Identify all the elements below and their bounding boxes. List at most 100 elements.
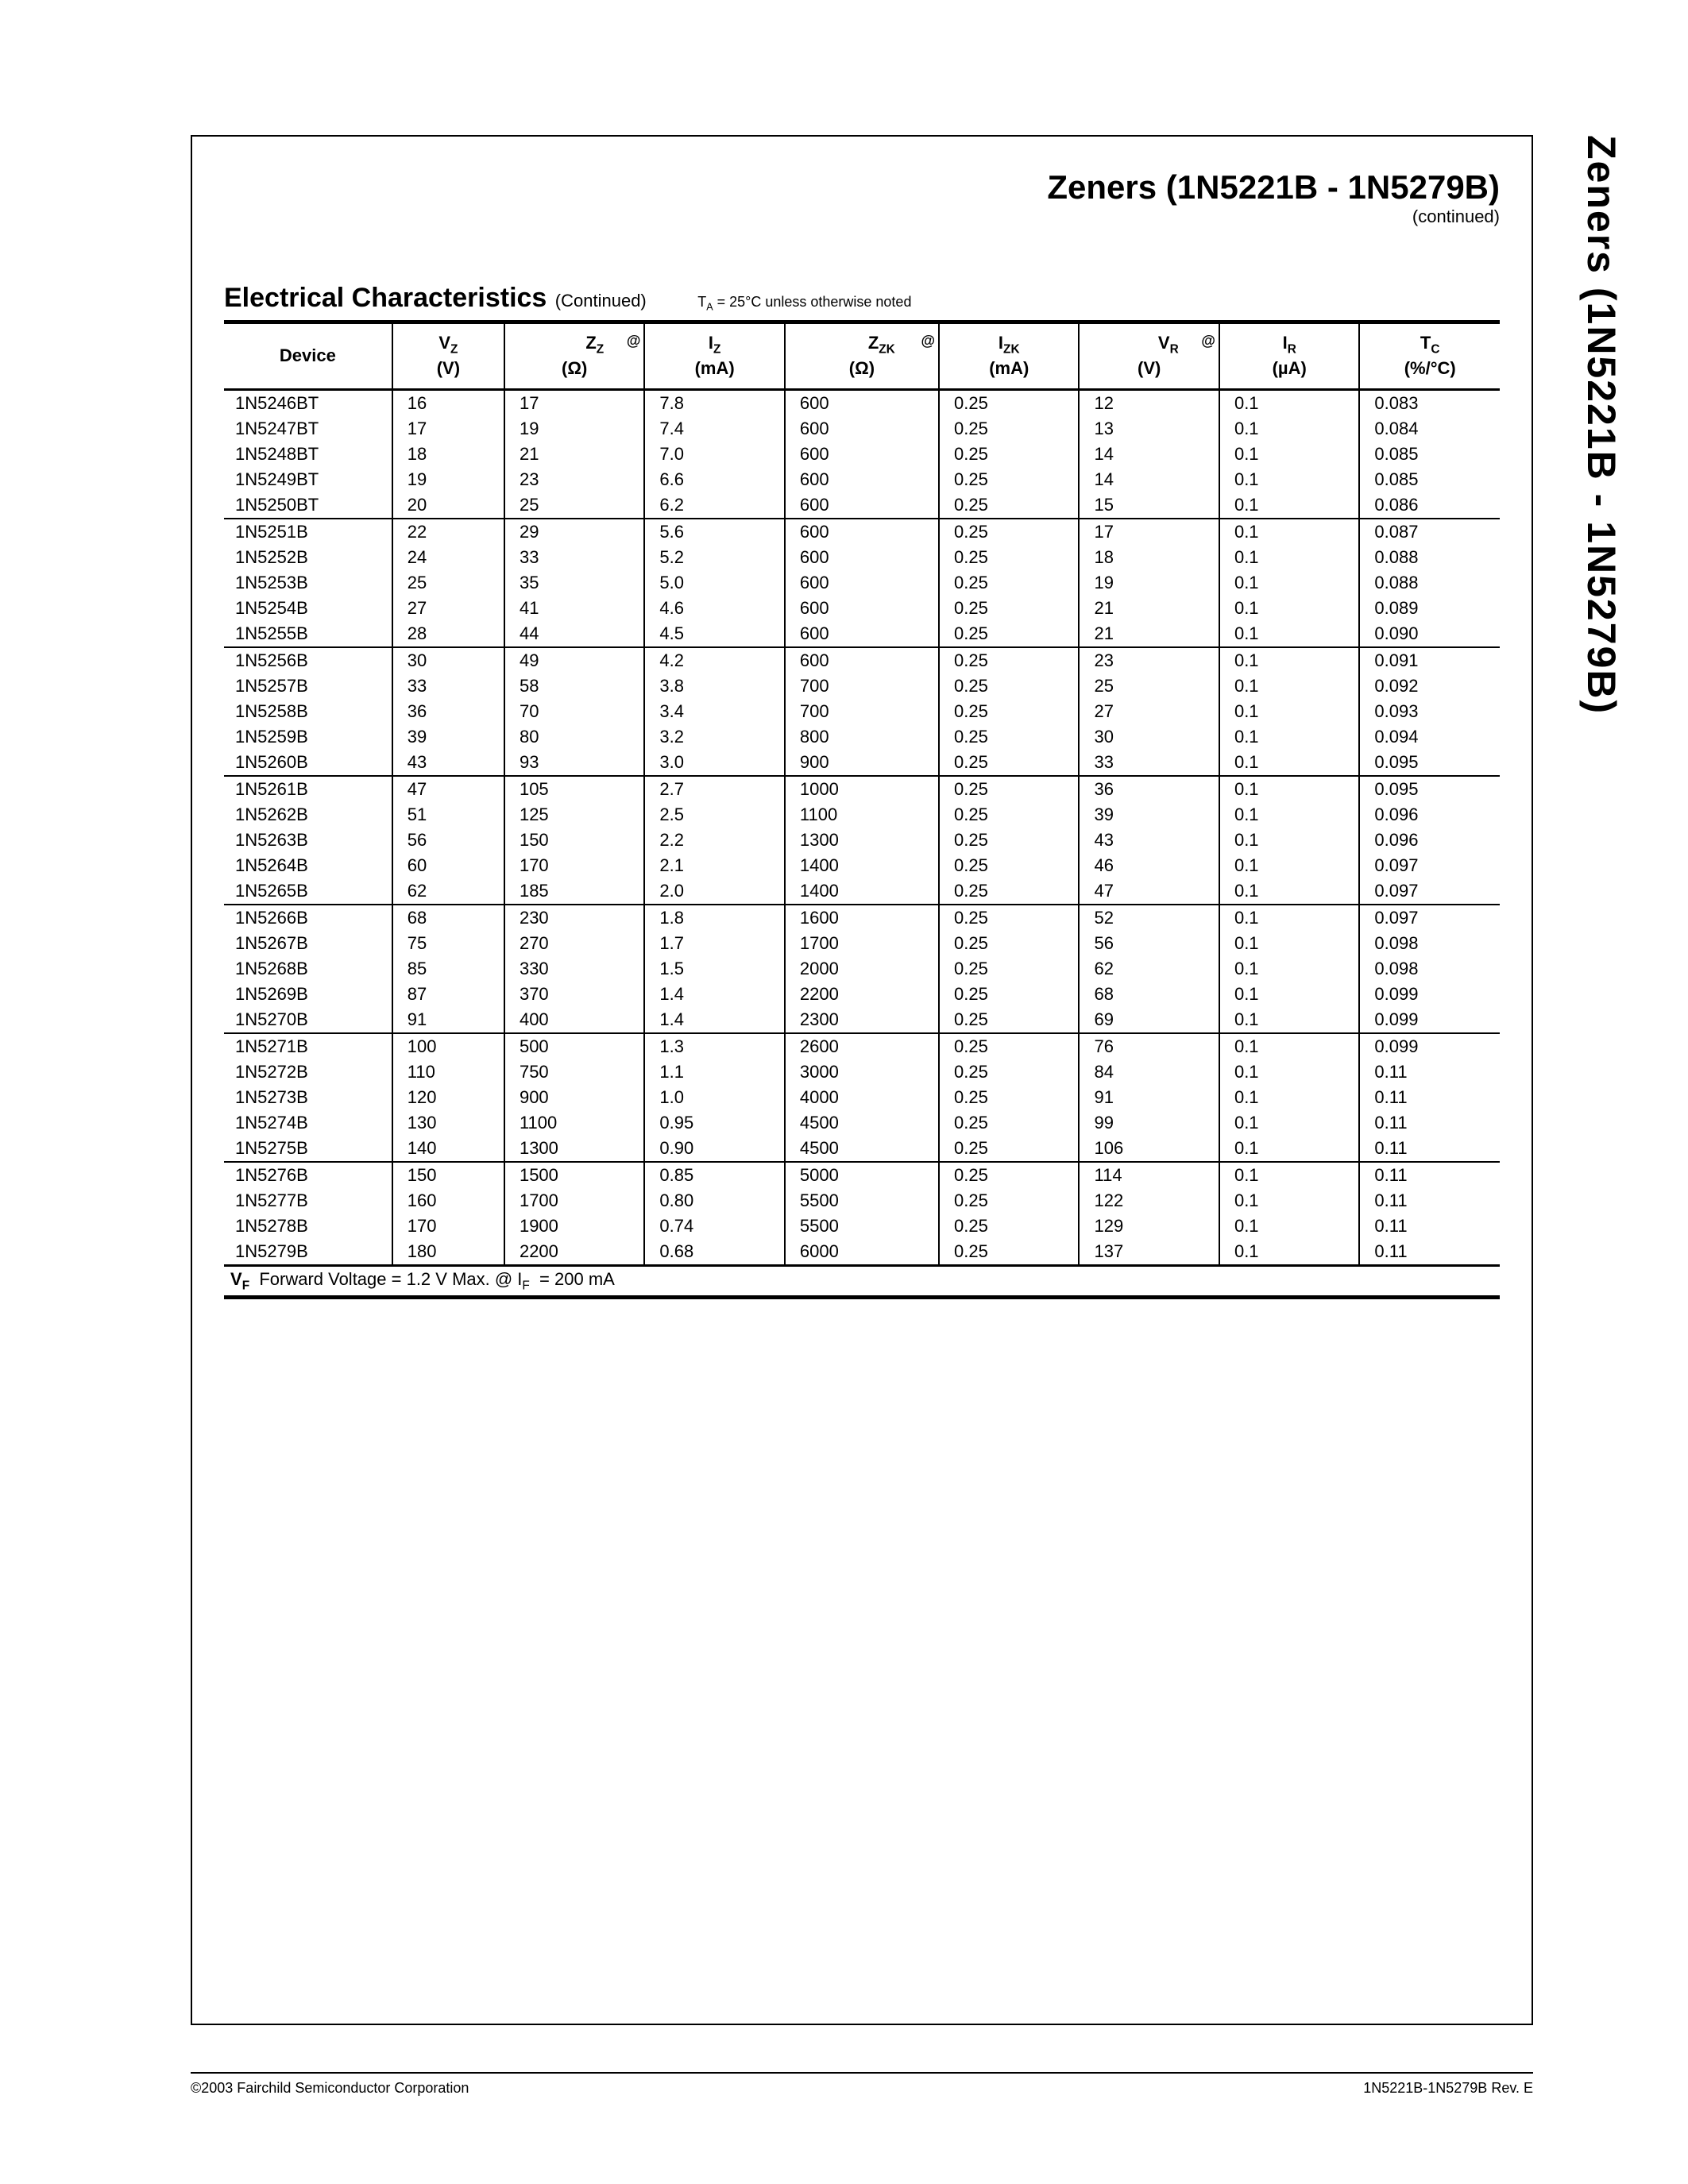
cell-value: 62 (1079, 956, 1219, 982)
cell-device: 1N5278B (224, 1214, 392, 1239)
cell-device: 1N5274B (224, 1110, 392, 1136)
cell-value: 0.25 (939, 1239, 1079, 1266)
cell-device: 1N5256B (224, 647, 392, 673)
cell-value: 180 (392, 1239, 504, 1266)
cell-value: 0.25 (939, 828, 1079, 853)
table-row: 1N5270B914001.423000.25690.10.099 (224, 1007, 1500, 1033)
cell-value: 0.095 (1359, 776, 1500, 802)
cell-value: 0.1 (1219, 1214, 1359, 1239)
col-zz: ZZ@(Ω) (504, 322, 644, 390)
cell-value: 25 (1079, 673, 1219, 699)
cell-value: 14 (1079, 467, 1219, 492)
table-row: 1N5260B43933.09000.25330.10.095 (224, 750, 1500, 776)
cell-value: 0.1 (1219, 1085, 1359, 1110)
cell-value: 130 (392, 1110, 504, 1136)
table-row: 1N5247BT17197.46000.25130.10.084 (224, 416, 1500, 442)
content-frame: Zeners (1N5221B - 1N5279B) (continued) E… (191, 135, 1533, 2025)
table-row: 1N5266B682301.816000.25520.10.097 (224, 905, 1500, 931)
cell-device: 1N5263B (224, 828, 392, 853)
cell-value: 0.099 (1359, 982, 1500, 1007)
cell-value: 0.25 (939, 724, 1079, 750)
cell-value: 0.25 (939, 647, 1079, 673)
cell-value: 0.085 (1359, 442, 1500, 467)
cell-value: 44 (504, 621, 644, 647)
table-row: 1N5274B13011000.9545000.25990.10.11 (224, 1110, 1500, 1136)
cell-value: 0.1 (1219, 570, 1359, 596)
cell-value: 0.1 (1219, 750, 1359, 776)
cell-value: 1100 (504, 1110, 644, 1136)
cell-value: 140 (392, 1136, 504, 1162)
cell-value: 0.1 (1219, 1059, 1359, 1085)
table-row: 1N5259B39803.28000.25300.10.094 (224, 724, 1500, 750)
cell-value: 43 (392, 750, 504, 776)
side-title: Zeners (1N5221B - 1N5279B) (1578, 135, 1624, 715)
cell-value: 33 (392, 673, 504, 699)
cell-value: 1300 (504, 1136, 644, 1162)
cell-value: 0.25 (939, 878, 1079, 905)
cell-value: 1900 (504, 1214, 644, 1239)
cell-value: 0.25 (939, 802, 1079, 828)
cell-device: 1N5270B (224, 1007, 392, 1033)
cell-value: 0.094 (1359, 724, 1500, 750)
cell-value: 75 (392, 931, 504, 956)
cell-value: 0.1 (1219, 621, 1359, 647)
cell-value: 0.1 (1219, 699, 1359, 724)
cell-value: 6000 (785, 1239, 939, 1266)
cell-value: 600 (785, 467, 939, 492)
cell-value: 0.1 (1219, 982, 1359, 1007)
table-row: 1N5267B752701.717000.25560.10.098 (224, 931, 1500, 956)
cell-value: 23 (504, 467, 644, 492)
cell-value: 20 (392, 492, 504, 519)
cell-value: 2000 (785, 956, 939, 982)
cell-value: 0.74 (644, 1214, 784, 1239)
cell-device: 1N5249BT (224, 467, 392, 492)
cell-value: 0.1 (1219, 416, 1359, 442)
cell-value: 0.1 (1219, 596, 1359, 621)
cell-value: 2.2 (644, 828, 784, 853)
cell-value: 0.11 (1359, 1162, 1500, 1188)
cell-value: 0.25 (939, 1214, 1079, 1239)
cell-device: 1N5262B (224, 802, 392, 828)
cell-value: 900 (785, 750, 939, 776)
cell-value: 60 (392, 853, 504, 878)
cell-device: 1N5275B (224, 1136, 392, 1162)
section-continued: (Continued) (555, 291, 647, 311)
cell-value: 0.80 (644, 1188, 784, 1214)
cell-value: 122 (1079, 1188, 1219, 1214)
cell-value: 0.25 (939, 673, 1079, 699)
cell-value: 21 (504, 442, 644, 467)
characteristics-table: Device VZ(V) ZZ@(Ω) IZ(mA) ZZK@(Ω) IZK(m… (224, 320, 1500, 1299)
cell-value: 185 (504, 878, 644, 905)
table-row: 1N5250BT20256.26000.25150.10.086 (224, 492, 1500, 519)
cell-value: 29 (504, 519, 644, 545)
cell-value: 99 (1079, 1110, 1219, 1136)
cell-value: 105 (504, 776, 644, 802)
cell-value: 30 (392, 647, 504, 673)
cell-value: 56 (392, 828, 504, 853)
cell-value: 600 (785, 442, 939, 467)
cell-value: 3000 (785, 1059, 939, 1085)
cell-value: 0.25 (939, 699, 1079, 724)
cell-device: 1N5277B (224, 1188, 392, 1214)
cell-value: 36 (1079, 776, 1219, 802)
cell-value: 1100 (785, 802, 939, 828)
cell-value: 400 (504, 1007, 644, 1033)
cell-value: 27 (1079, 699, 1219, 724)
cell-value: 5000 (785, 1162, 939, 1188)
footer-copyright: ©2003 Fairchild Semiconductor Corporatio… (191, 2080, 469, 2097)
table-row: 1N5275B14013000.9045000.251060.10.11 (224, 1136, 1500, 1162)
cell-value: 600 (785, 492, 939, 519)
cell-device: 1N5261B (224, 776, 392, 802)
cell-device: 1N5267B (224, 931, 392, 956)
cell-value: 0.1 (1219, 647, 1359, 673)
cell-device: 1N5253B (224, 570, 392, 596)
cell-value: 91 (392, 1007, 504, 1033)
table-row: 1N5265B621852.014000.25470.10.097 (224, 878, 1500, 905)
cell-value: 56 (1079, 931, 1219, 956)
cell-value: 0.1 (1219, 1162, 1359, 1188)
cell-value: 91 (1079, 1085, 1219, 1110)
table-row: 1N5249BT19236.66000.25140.10.085 (224, 467, 1500, 492)
cell-value: 19 (1079, 570, 1219, 596)
table-row: 1N5273B1209001.040000.25910.10.11 (224, 1085, 1500, 1110)
cell-value: 129 (1079, 1214, 1219, 1239)
